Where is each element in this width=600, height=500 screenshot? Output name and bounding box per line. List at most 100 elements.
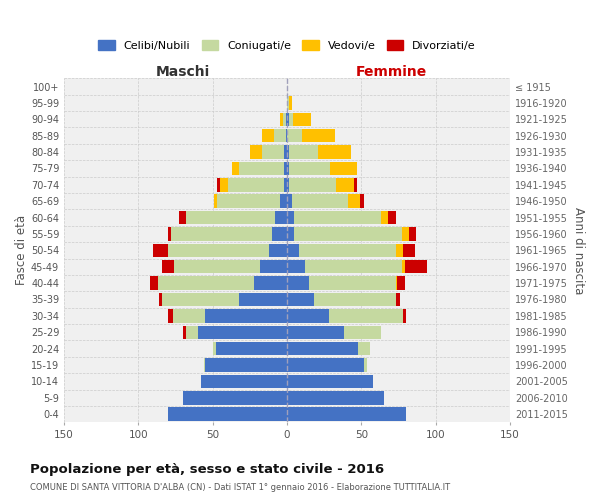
Bar: [162, 293, 239, 306]
Bar: [287, 293, 314, 306]
Text: COMUNE DI SANTA VITTORIA D'ALBA (CN) - Dati ISTAT 1° gennaio 2016 - Elaborazione: COMUNE DI SANTA VITTORIA D'ALBA (CN) - D…: [30, 482, 450, 492]
Bar: [262, 146, 284, 159]
Bar: [302, 129, 335, 142]
Bar: [318, 146, 351, 159]
Bar: [287, 276, 310, 290]
Bar: [289, 178, 336, 192]
Bar: [286, 112, 287, 126]
Bar: [401, 260, 404, 274]
Bar: [364, 358, 367, 372]
Bar: [287, 211, 295, 224]
Bar: [204, 358, 205, 372]
Bar: [381, 211, 388, 224]
Bar: [287, 178, 289, 192]
Bar: [287, 358, 364, 372]
Bar: [403, 244, 415, 257]
Bar: [217, 178, 220, 192]
Bar: [168, 244, 269, 257]
Text: Popolazione per età, sesso e stato civile - 2016: Popolazione per età, sesso e stato civil…: [30, 462, 384, 475]
Bar: [284, 162, 287, 175]
Bar: [409, 228, 416, 240]
Bar: [275, 211, 287, 224]
Bar: [287, 162, 289, 175]
Bar: [215, 342, 287, 355]
Bar: [183, 391, 287, 404]
Bar: [358, 342, 370, 355]
Bar: [289, 112, 293, 126]
Y-axis label: Anni di nascita: Anni di nascita: [572, 206, 585, 294]
Bar: [330, 162, 357, 175]
Bar: [214, 194, 217, 208]
Bar: [395, 244, 403, 257]
Bar: [239, 162, 284, 175]
Bar: [254, 276, 287, 290]
Bar: [295, 228, 401, 240]
Bar: [183, 326, 186, 339]
Bar: [186, 326, 198, 339]
Bar: [171, 228, 272, 240]
Bar: [287, 112, 289, 126]
Bar: [404, 260, 427, 274]
Bar: [283, 112, 286, 126]
Bar: [354, 178, 357, 192]
Bar: [198, 326, 287, 339]
Bar: [150, 276, 158, 290]
Bar: [344, 326, 381, 339]
Bar: [159, 293, 162, 306]
Bar: [310, 276, 395, 290]
Bar: [220, 178, 227, 192]
Bar: [287, 408, 406, 421]
Bar: [395, 276, 397, 290]
Bar: [239, 293, 287, 306]
Y-axis label: Fasce di età: Fasce di età: [15, 216, 28, 286]
Bar: [287, 96, 289, 110]
Bar: [260, 260, 287, 274]
Bar: [287, 146, 289, 159]
Bar: [284, 146, 287, 159]
Bar: [397, 276, 404, 290]
Bar: [213, 342, 215, 355]
Bar: [287, 194, 292, 208]
Bar: [287, 228, 295, 240]
Bar: [348, 194, 360, 208]
Legend: Celibi/Nubili, Coniugati/e, Vedovi/e, Divorziati/e: Celibi/Nubili, Coniugati/e, Vedovi/e, Di…: [94, 36, 481, 56]
Bar: [305, 260, 401, 274]
Bar: [186, 211, 275, 224]
Bar: [280, 112, 283, 126]
Bar: [329, 309, 403, 322]
Bar: [289, 146, 318, 159]
Bar: [360, 194, 364, 208]
Bar: [395, 293, 400, 306]
Bar: [168, 408, 287, 421]
Bar: [272, 228, 287, 240]
Bar: [314, 293, 395, 306]
Text: Femmine: Femmine: [356, 65, 427, 79]
Bar: [205, 358, 287, 372]
Bar: [274, 129, 286, 142]
Bar: [287, 391, 384, 404]
Bar: [158, 276, 254, 290]
Bar: [168, 309, 173, 322]
Bar: [205, 309, 287, 322]
Bar: [299, 244, 395, 257]
Bar: [162, 260, 174, 274]
Bar: [227, 178, 284, 192]
Bar: [168, 228, 171, 240]
Bar: [336, 178, 354, 192]
Bar: [287, 309, 329, 322]
Bar: [269, 244, 287, 257]
Bar: [293, 112, 311, 126]
Bar: [217, 194, 280, 208]
Bar: [292, 194, 348, 208]
Bar: [401, 228, 409, 240]
Bar: [201, 374, 287, 388]
Bar: [287, 374, 373, 388]
Bar: [388, 211, 395, 224]
Bar: [287, 260, 305, 274]
Bar: [287, 129, 302, 142]
Bar: [403, 309, 406, 322]
Bar: [250, 146, 262, 159]
Text: Maschi: Maschi: [156, 65, 210, 79]
Bar: [284, 178, 287, 192]
Bar: [280, 194, 287, 208]
